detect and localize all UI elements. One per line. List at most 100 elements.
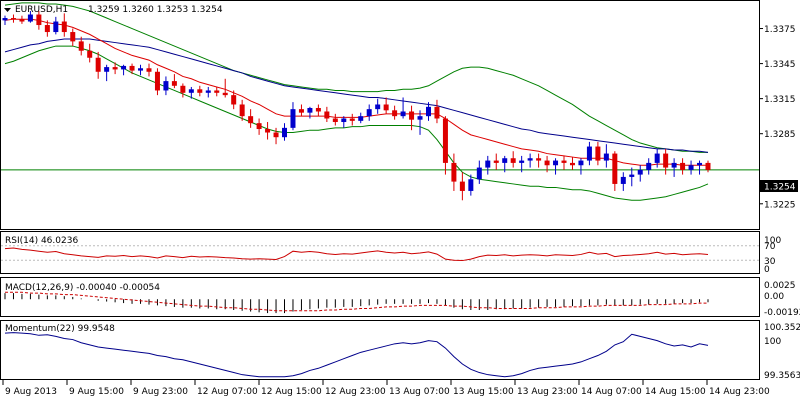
time-tick-label: 13 Aug 23:00 [517,387,578,397]
candle-body [180,86,185,93]
candle-body [570,163,575,165]
macd-tick-bottom: -0.00192 [764,308,800,318]
momentum-line [5,333,708,377]
candle-body [621,177,626,184]
rsi-tick-70: 70 [764,242,776,252]
current-price-label: 1.3254 [764,183,796,193]
candle-body [206,90,211,92]
macd-signal-line [5,292,708,310]
candle-body [79,41,84,50]
candle-body [19,19,24,21]
macd-tick-top: 0.0025 [764,281,796,291]
candle-body [214,90,219,92]
candle-body [553,161,558,166]
macd-tick-zero: 0.00 [764,292,784,302]
momentum-tick-top: 100.3525 [764,323,800,333]
price-tick-label: 1.3285 [764,130,796,140]
candle-body [3,18,8,20]
time-tick-label: 9 Aug 15:00 [69,387,124,397]
dropdown-arrow-icon[interactable] [4,8,11,12]
candle-body [282,128,287,137]
candle-body [155,72,160,91]
time-tick-label: 9 Aug 2013 [5,387,57,397]
time-tick-label: 12 Aug 07:00 [197,387,258,397]
candle-body [28,15,33,22]
price-tick-label: 1.3225 [764,200,796,210]
candle-body [307,108,312,113]
candle-body [324,111,329,118]
candle-body [367,109,372,116]
candle-body [638,170,643,175]
time-tick-label: 14 Aug 23:00 [709,387,770,397]
candle-body [536,158,541,160]
candle-body [350,119,355,121]
macd-panel[interactable]: MACD(12,26,9) -0.00040 -0.00054 0.0025 0… [1,278,800,319]
main-price-panel[interactable]: EURUSD,H1 1.3259 1.3260 1.3253 1.3254 [1,1,760,230]
candle-body [672,163,677,168]
candle-body [528,158,533,160]
candle-body [341,119,346,123]
candle-body [113,67,118,69]
candle-body [697,163,702,165]
slow-moving-average [5,39,708,152]
candle-body [138,68,143,70]
candle-body [104,67,109,72]
candle-body [172,81,177,86]
candle-body [629,175,634,177]
candle-body [689,165,694,170]
candle-body [468,179,473,191]
candle-body [358,116,363,121]
candle-body [545,161,550,166]
candle-body [519,161,524,163]
candle-body [36,15,41,26]
time-tick-label: 13 Aug 07:00 [389,387,450,397]
symbol-label: EURUSD,H1 [15,5,68,15]
candle-body [11,18,16,19]
candle-body [189,89,194,93]
candle-body [375,104,380,109]
candle-body [706,163,711,170]
rsi-line [5,248,708,261]
candle-body [70,32,75,41]
candle-body [409,111,414,119]
candle-body [485,161,490,168]
momentum-tick-bottom: 99.3563 [764,371,800,381]
time-tick-label: 12 Aug 15:00 [261,387,322,397]
macd-label: MACD(12,26,9) -0.00040 -0.00054 [5,283,160,293]
candle-body [45,25,50,32]
candle-body [460,182,465,191]
momentum-label: Momentum(22) 99.9548 [5,324,115,334]
candle-body [494,161,499,163]
candle-body [290,109,295,128]
candle-body [316,108,321,112]
candle-body [223,93,228,95]
candle-body [87,51,92,58]
candle-body [392,110,397,116]
time-tick-label: 14 Aug 07:00 [581,387,642,397]
momentum-panel[interactable]: Momentum(22) 99.9548 100.3525 100 99.356… [1,321,800,382]
candle-body [197,89,202,93]
candle-body [587,147,592,161]
candle-body [274,133,279,138]
candle-body [451,163,456,182]
price-tick-label: 1.3345 [764,60,796,70]
candle-body [418,116,423,120]
candle-body [604,154,609,161]
candle-body [477,168,482,180]
candle-body [96,58,101,72]
rsi-tick-0: 0 [764,265,770,275]
candle-body [426,107,431,116]
time-tick-label: 13 Aug 15:00 [453,387,514,397]
candle-body [333,119,338,123]
rsi-panel[interactable]: RSI(14) 46.0236 100 70 30 0 [1,232,782,276]
candle-body [248,116,253,123]
candle-body [121,66,126,70]
candle-body [502,158,507,163]
candle-body [595,147,600,161]
momentum-tick-100: 100 [764,337,781,347]
candle-body [401,111,406,116]
